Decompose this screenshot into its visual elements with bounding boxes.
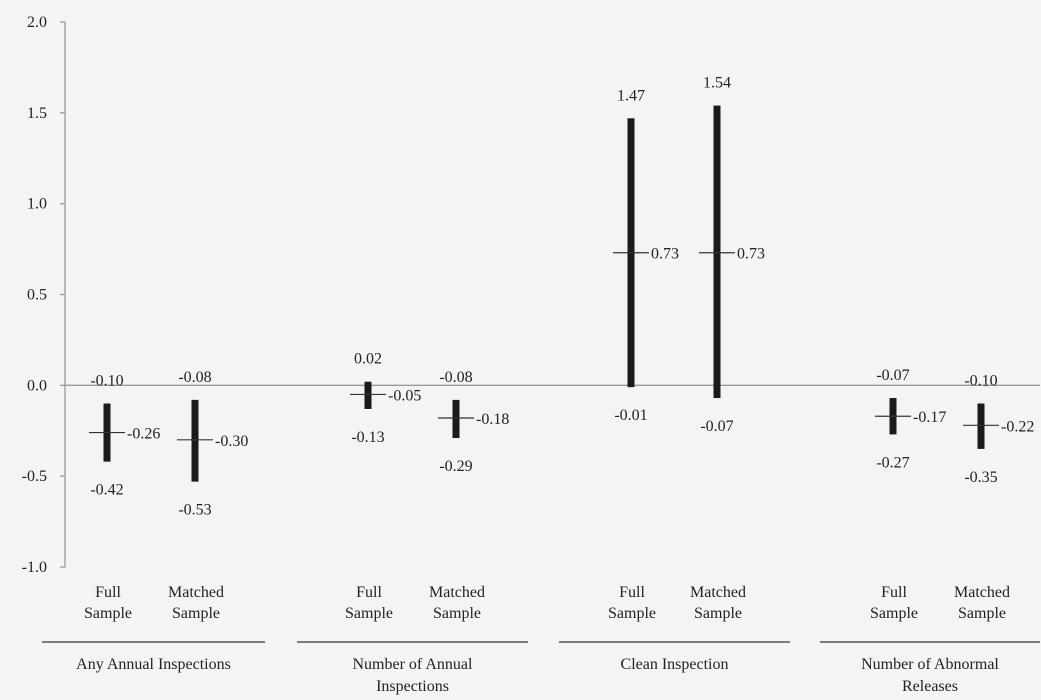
lower-bound-label: -0.42 bbox=[90, 482, 123, 499]
group-label: Clean Inspection bbox=[621, 656, 729, 673]
group-label: Any Annual Inspections bbox=[76, 656, 231, 673]
sample-label: Sample bbox=[958, 605, 1006, 622]
interval-bar bbox=[713, 105, 721, 399]
y-axis: 2.0 1.5 1.0 0.5 0.0 -0.5 -1.0 bbox=[22, 14, 1040, 576]
sample-label: Full bbox=[619, 584, 645, 601]
sample-label: Sample bbox=[870, 605, 918, 622]
sample-label: Sample bbox=[433, 605, 481, 622]
lower-bound-label: -0.35 bbox=[964, 469, 997, 486]
interval-bar bbox=[977, 403, 985, 449]
upper-bound-label: -0.08 bbox=[178, 369, 211, 386]
point-estimate-label: -0.18 bbox=[476, 411, 509, 428]
y-tick-label: -0.5 bbox=[22, 468, 47, 485]
sample-label: Full bbox=[356, 584, 382, 601]
sample-label: Matched bbox=[690, 584, 746, 601]
sample-label: Sample bbox=[84, 605, 132, 622]
group-label: Inspections bbox=[376, 678, 449, 695]
group-label: Number of Annual bbox=[353, 656, 474, 673]
lower-bound-label: -0.07 bbox=[700, 418, 733, 435]
sample-label: Sample bbox=[608, 605, 656, 622]
point-estimate-label: -0.26 bbox=[127, 426, 160, 443]
lower-bound-label: -0.53 bbox=[178, 502, 211, 519]
y-tick-label: -1.0 bbox=[22, 559, 47, 576]
sample-label: Sample bbox=[172, 605, 220, 622]
y-tick-label: 1.0 bbox=[27, 196, 47, 213]
sample-label: Matched bbox=[954, 584, 1010, 601]
upper-bound-label: -0.07 bbox=[876, 367, 909, 384]
interval-bar bbox=[364, 381, 372, 409]
point-estimate-label: -0.05 bbox=[388, 387, 421, 404]
sample-label: Matched bbox=[429, 584, 485, 601]
upper-bound-label: -0.10 bbox=[90, 373, 123, 390]
sample-label: Full bbox=[95, 584, 121, 601]
y-tick-label: 1.5 bbox=[27, 105, 47, 122]
upper-bound-label: -0.10 bbox=[964, 373, 997, 390]
upper-bound-label: 1.47 bbox=[617, 87, 645, 104]
point-estimate-label: -0.17 bbox=[913, 409, 946, 426]
interval-bar bbox=[452, 399, 460, 439]
group-label: Number of Abnormal bbox=[861, 656, 999, 673]
category-labels: Full Sample Matched Sample Any Annual Inspec… bbox=[42, 584, 1040, 695]
group-label: Releases bbox=[902, 678, 958, 695]
y-tick-label: 0.5 bbox=[27, 287, 47, 304]
y-tick-label: 2.0 bbox=[27, 14, 47, 31]
point-estimate-label: -0.30 bbox=[215, 433, 248, 450]
sample-label: Matched bbox=[168, 584, 224, 601]
sample-label: Sample bbox=[345, 605, 393, 622]
sample-label: Full bbox=[881, 584, 907, 601]
chart-marks: -0.10 -0.42 -0.26 -0.08 -0.53 -0.30 0.02 -0.13 -… bbox=[89, 75, 1034, 519]
upper-bound-label: 1.54 bbox=[703, 75, 731, 92]
upper-bound-label: 0.02 bbox=[354, 351, 382, 368]
point-estimate-label: 0.73 bbox=[651, 246, 679, 263]
y-tick-label: 0.0 bbox=[27, 377, 47, 394]
point-estimate-label: 0.73 bbox=[737, 246, 765, 263]
lower-bound-label: -0.27 bbox=[876, 454, 909, 471]
sample-label: Sample bbox=[694, 605, 742, 622]
lower-bound-label: -0.13 bbox=[351, 429, 384, 446]
lower-bound-label: -0.01 bbox=[614, 407, 647, 424]
upper-bound-label: -0.08 bbox=[439, 369, 472, 386]
point-estimate-label: -0.22 bbox=[1001, 418, 1034, 435]
interval-bar bbox=[191, 399, 199, 482]
lower-bound-label: -0.29 bbox=[439, 458, 472, 475]
